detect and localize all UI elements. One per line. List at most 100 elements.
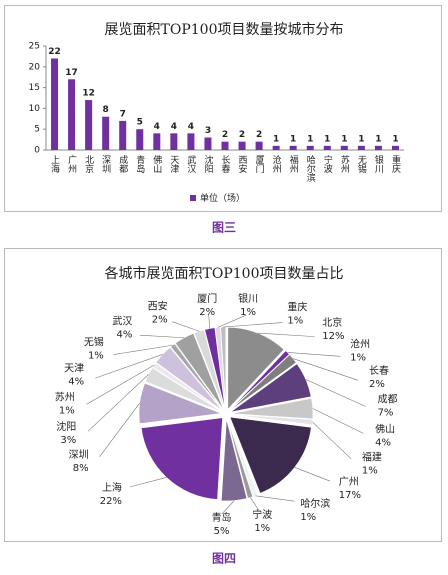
bar [85,100,93,150]
data-label: 2 [239,130,245,140]
x-tick-label: 天津 [168,155,179,174]
pie-slice [170,343,224,411]
leader-line [255,495,295,502]
slice-label: 无锡 [84,336,104,349]
leader-line [312,408,364,434]
x-tick-label: 青岛 [134,154,145,174]
data-label: 3 [205,126,211,136]
leader-line [113,344,173,355]
leader-line [99,402,140,458]
data-label: 4 [188,122,194,132]
x-tick-label: 福州 [288,154,299,173]
slice-value-label: 7% [378,408,394,419]
slice-value-label: 22% [100,496,122,507]
leader-line [221,500,235,515]
slice-label: 哈尔滨 [300,497,330,510]
data-label: 1 [290,134,296,144]
legend-label: 单位（场） [200,192,245,204]
x-tick-label: 无锡 [356,155,367,174]
x-tick-label: 深圳 [100,155,111,173]
slice-label: 厦门 [197,292,217,305]
slice-value-label: 3% [60,435,76,446]
slice-value-label: 1% [287,315,303,326]
pie-slice [152,362,223,412]
data-label: 1 [341,134,347,144]
x-tick-label: 长春 [220,154,231,174]
bar [306,145,314,150]
leader-line [292,358,358,381]
bar [323,145,331,150]
pie-slice [229,416,312,494]
leader-line [294,467,330,482]
pie-slice [230,363,312,413]
data-label: 1 [324,134,330,144]
x-tick-label: 苏州 [339,154,350,173]
pie-slice [227,418,259,498]
bar [255,141,263,150]
x-tick-label: 厦门 [254,155,265,174]
slice-value-label: 4% [116,329,132,340]
leader-line [223,322,283,328]
slice-value-label: 1% [254,523,270,534]
slice-label: 银川 [238,292,258,305]
data-label: 17 [65,68,78,78]
leader-line [258,332,315,337]
y-tick-label: 5 [34,125,40,135]
y-tick-label: 10 [29,104,41,114]
x-tick-label: 广州 [66,154,77,173]
data-label: 1 [273,134,279,144]
leader-line [87,374,149,432]
leader-line [95,354,163,379]
x-tick-label: 宁波 [322,154,333,174]
slice-value-label: 4% [375,437,391,448]
bar [102,116,110,150]
x-tick-label: 重庆 [390,154,401,174]
slice-label: 北京 [322,316,342,329]
data-label: 5 [137,118,143,128]
slice-label: 广州 [339,476,359,488]
slice-label: 佛山 [375,422,395,435]
bar [272,145,280,150]
slice-label: 上海 [102,481,122,494]
data-label: 1 [358,134,364,144]
x-tick-label: 沈阳 [202,154,213,173]
slice-label: 沧州 [350,338,370,351]
slice-value-label: 2% [199,307,215,318]
x-tick-label: 银川 [373,154,384,173]
leader-line [86,364,155,405]
bar [391,145,399,150]
slice-label: 长春 [369,365,389,377]
slice-value-label: 2% [152,314,168,325]
x-tick-label: 上海 [49,155,60,174]
chart-frame [4,5,442,212]
leader-line [305,379,366,407]
data-label: 22 [48,47,61,57]
data-label: 1 [375,134,381,144]
slice-value-label: 5% [214,526,230,537]
x-tick-label: 佛山 [151,154,162,173]
leader-line [130,477,167,488]
slice-label: 福建 [362,450,382,463]
leader-line [312,421,352,460]
data-label: 2 [222,130,228,140]
bar [119,120,127,150]
x-tick-label: 哈尔滨 [305,154,316,183]
bar [340,145,348,150]
y-tick-label: 0 [34,146,40,156]
slice-value-label: 1% [362,465,378,476]
bar [153,133,161,150]
data-label: 2 [256,130,262,140]
data-label: 4 [171,122,177,132]
leader-line [172,321,200,332]
slice-label: 青岛 [212,511,232,524]
bar [374,145,382,150]
bar [289,145,297,150]
slice-value-label: 4% [68,377,84,388]
pie-slice [229,350,290,411]
bar [238,141,246,150]
slice-value-label: 12% [322,331,344,342]
bar [357,145,365,150]
leader-line [208,314,210,329]
